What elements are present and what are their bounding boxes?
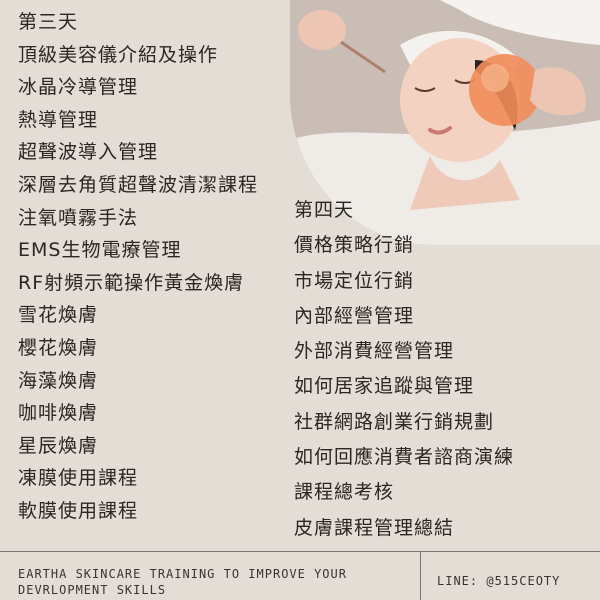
day3-item: 海藻煥膚	[18, 369, 99, 392]
day4-heading: 第四天	[294, 199, 355, 221]
day3-item: EMS生物電療管理	[18, 239, 182, 262]
footer: EARTHA SKINCARE TRAINING TO IMPROVE YOUR…	[0, 551, 600, 600]
day3-item: RF射頻示範操作黃金煥膚	[18, 271, 245, 294]
day4-item: 市場定位行銷	[294, 269, 415, 292]
footer-tagline: EARTHA SKINCARE TRAINING TO IMPROVE YOUR…	[18, 566, 418, 598]
footer-divider	[420, 552, 421, 600]
day4-item: 課程總考核	[294, 481, 395, 504]
day4-item: 外部消費經營管理	[294, 340, 455, 363]
day3-item: 凍膜使用課程	[18, 467, 139, 490]
day3-item: 注氧噴霧手法	[18, 206, 139, 229]
day3-item: 櫻花煥膚	[18, 336, 99, 359]
day4-item: 價格策略行銷	[294, 234, 415, 257]
day3-item: 頂級美容儀介紹及操作	[18, 43, 219, 66]
tagline-line-2: DEVRLOPMENT SKILLS	[18, 583, 167, 597]
day3-heading: 第三天	[18, 11, 79, 33]
day4-item: 皮膚課程管理總結	[294, 516, 455, 539]
facial-treatment-photo	[290, 0, 600, 245]
day3-item: 星辰煥膚	[18, 434, 99, 457]
day4-column: 第四天 價格策略行銷 市場定位行銷 內部經營管理 外部消費經營管理 如何居家追蹤…	[294, 193, 514, 546]
day3-item: 超聲波導入管理	[18, 141, 159, 164]
tagline-line-1: EARTHA SKINCARE TRAINING TO IMPROVE YOUR	[18, 567, 347, 581]
day3-column: 第三天 頂級美容儀介紹及操作 冰晶冷導管理 熱導管理 超聲波導入管理 深層去角質…	[18, 6, 258, 528]
day3-item: 雪花煥膚	[18, 304, 99, 327]
day4-item: 社群網路創業行銷規劃	[294, 410, 495, 433]
day3-item: 深層去角質超聲波清潔課程	[18, 173, 259, 196]
line-contact: LINE: @515CEOTY	[437, 574, 561, 588]
day3-item: 熱導管理	[18, 108, 99, 131]
day3-item: 軟膜使用課程	[18, 499, 139, 522]
day4-item: 如何回應消費者諮商演練	[294, 446, 515, 469]
day3-item: 冰晶冷導管理	[18, 76, 139, 99]
day3-item: 咖啡煥膚	[18, 402, 99, 425]
day4-item: 內部經營管理	[294, 304, 415, 327]
day4-item: 如何居家追蹤與管理	[294, 375, 475, 398]
